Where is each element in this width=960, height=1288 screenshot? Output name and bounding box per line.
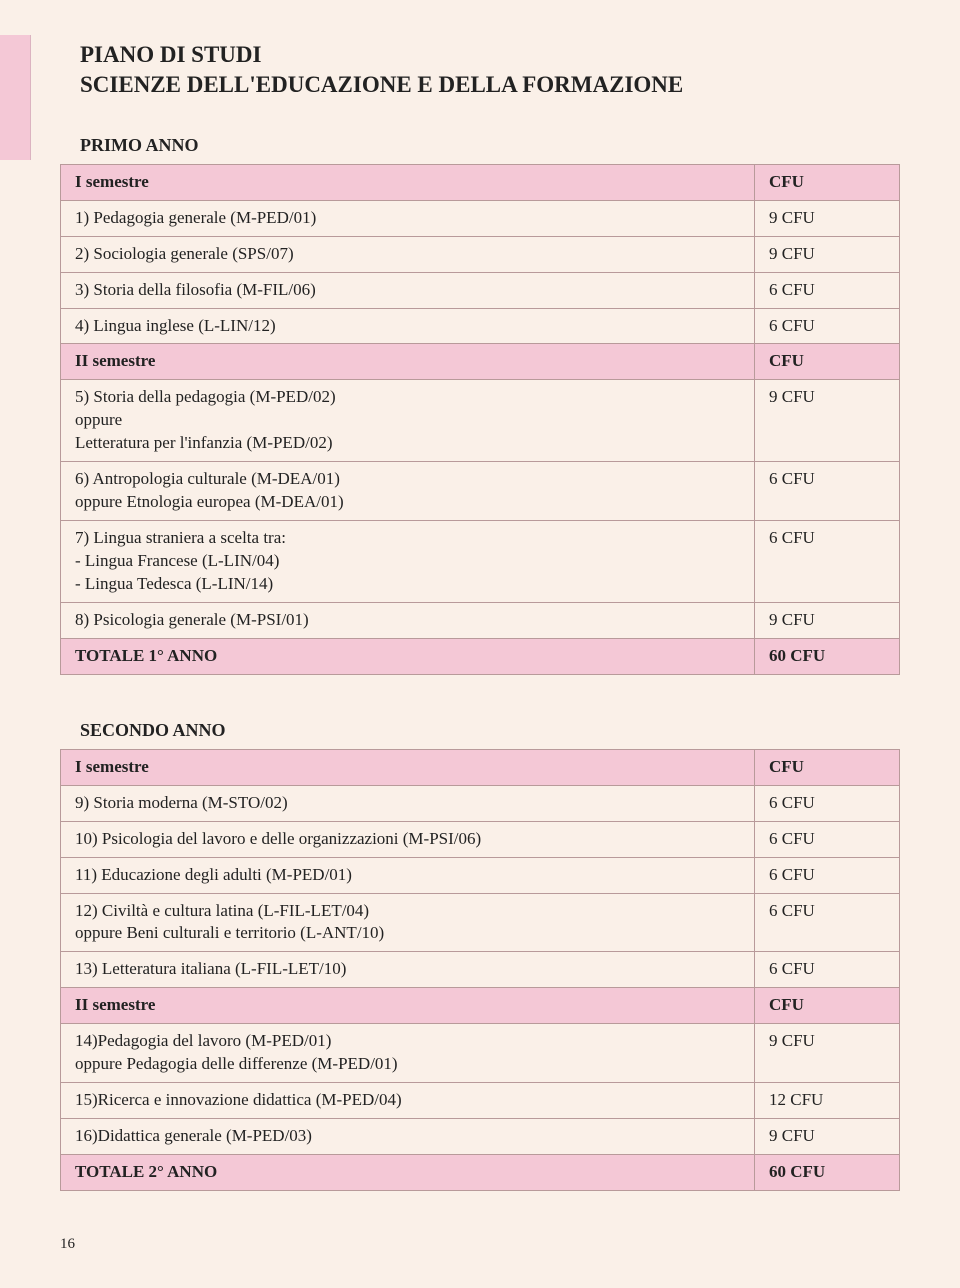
- page-title: PIANO DI STUDI SCIENZE DELL'EDUCAZIONE E…: [80, 40, 900, 100]
- course-cell: 10) Psicologia del lavoro e delle organi…: [61, 821, 755, 857]
- title-line-1: PIANO DI STUDI: [80, 42, 261, 67]
- table-row: 13) Letteratura italiana (L-FIL-LET/10)6…: [61, 952, 900, 988]
- title-line-2: SCIENZE DELL'EDUCAZIONE E DELLA FORMAZIO…: [80, 72, 683, 97]
- table-row: 9) Storia moderna (M-STO/02)6 CFU: [61, 785, 900, 821]
- table-row: 3) Storia della filosofia (M-FIL/06)6 CF…: [61, 272, 900, 308]
- sem1-cfu-header: CFU: [755, 164, 900, 200]
- course-cell: 3) Storia della filosofia (M-FIL/06): [61, 272, 755, 308]
- table-row: 16)Didattica generale (M-PED/03)9 CFU: [61, 1119, 900, 1155]
- course-cell: 7) Lingua straniera a scelta tra: - Ling…: [61, 521, 755, 603]
- table-row: 8) Psicologia generale (M-PSI/01)9 CFU: [61, 602, 900, 638]
- sem1-label: I semestre: [61, 164, 755, 200]
- course-cell: 14)Pedagogia del lavoro (M-PED/01) oppur…: [61, 1024, 755, 1083]
- cfu-cell: 9 CFU: [755, 200, 900, 236]
- course-cell: 11) Educazione degli adulti (M-PED/01): [61, 857, 755, 893]
- table-header-row: I semestre CFU: [61, 749, 900, 785]
- primo-anno-table: I semestre CFU 1) Pedagogia generale (M-…: [60, 164, 900, 675]
- primo-anno-label: PRIMO ANNO: [80, 135, 900, 156]
- table-row: 10) Psicologia del lavoro e delle organi…: [61, 821, 900, 857]
- cfu-cell: 6 CFU: [755, 521, 900, 603]
- primo-sem2-body: 5) Storia della pedagogia (M-PED/02) opp…: [61, 380, 900, 638]
- sem2-cfu-header: CFU: [755, 344, 900, 380]
- sem1-cfu-header: CFU: [755, 749, 900, 785]
- cfu-cell: 9 CFU: [755, 602, 900, 638]
- cfu-cell: 9 CFU: [755, 1119, 900, 1155]
- cfu-cell: 12 CFU: [755, 1083, 900, 1119]
- course-cell: 9) Storia moderna (M-STO/02): [61, 785, 755, 821]
- table-row: 12) Civiltà e cultura latina (L-FIL-LET/…: [61, 893, 900, 952]
- table-row: 5) Storia della pedagogia (M-PED/02) opp…: [61, 380, 900, 462]
- side-tab-decoration: [0, 35, 31, 160]
- table-row: 2) Sociologia generale (SPS/07)9 CFU: [61, 236, 900, 272]
- sem2-label: II semestre: [61, 344, 755, 380]
- secondo-sem1-body: 9) Storia moderna (M-STO/02)6 CFU10) Psi…: [61, 785, 900, 988]
- course-cell: 6) Antropologia culturale (M-DEA/01) opp…: [61, 462, 755, 521]
- cfu-cell: 6 CFU: [755, 462, 900, 521]
- sem2-cfu-header: CFU: [755, 988, 900, 1024]
- total-cfu: 60 CFU: [755, 638, 900, 674]
- total-cfu: 60 CFU: [755, 1155, 900, 1191]
- course-cell: 5) Storia della pedagogia (M-PED/02) opp…: [61, 380, 755, 462]
- course-cell: 16)Didattica generale (M-PED/03): [61, 1119, 755, 1155]
- secondo-sem2-body: 14)Pedagogia del lavoro (M-PED/01) oppur…: [61, 1024, 900, 1155]
- table-row: 7) Lingua straniera a scelta tra: - Ling…: [61, 521, 900, 603]
- course-cell: 1) Pedagogia generale (M-PED/01): [61, 200, 755, 236]
- course-cell: 4) Lingua inglese (L-LIN/12): [61, 308, 755, 344]
- table-row: 4) Lingua inglese (L-LIN/12)6 CFU: [61, 308, 900, 344]
- cfu-cell: 6 CFU: [755, 952, 900, 988]
- sem1-label: I semestre: [61, 749, 755, 785]
- course-cell: 8) Psicologia generale (M-PSI/01): [61, 602, 755, 638]
- total-row: TOTALE 2° ANNO 60 CFU: [61, 1155, 900, 1191]
- table-header-row: II semestre CFU: [61, 988, 900, 1024]
- study-plan-page: PIANO DI STUDI SCIENZE DELL'EDUCAZIONE E…: [0, 0, 960, 1273]
- course-cell: 12) Civiltà e cultura latina (L-FIL-LET/…: [61, 893, 755, 952]
- total-row: TOTALE 1° ANNO 60 CFU: [61, 638, 900, 674]
- total-label: TOTALE 2° ANNO: [61, 1155, 755, 1191]
- total-label: TOTALE 1° ANNO: [61, 638, 755, 674]
- cfu-cell: 9 CFU: [755, 380, 900, 462]
- table-row: 6) Antropologia culturale (M-DEA/01) opp…: [61, 462, 900, 521]
- page-number: 16: [60, 1236, 900, 1253]
- secondo-anno-label: SECONDO ANNO: [80, 720, 900, 741]
- table-header-row: I semestre CFU: [61, 164, 900, 200]
- cfu-cell: 9 CFU: [755, 1024, 900, 1083]
- cfu-cell: 6 CFU: [755, 272, 900, 308]
- table-row: 11) Educazione degli adulti (M-PED/01)6 …: [61, 857, 900, 893]
- table-header-row: II semestre CFU: [61, 344, 900, 380]
- sem2-label: II semestre: [61, 988, 755, 1024]
- cfu-cell: 6 CFU: [755, 785, 900, 821]
- course-cell: 15)Ricerca e innovazione didattica (M-PE…: [61, 1083, 755, 1119]
- table-row: 1) Pedagogia generale (M-PED/01)9 CFU: [61, 200, 900, 236]
- primo-sem1-body: 1) Pedagogia generale (M-PED/01)9 CFU2) …: [61, 200, 900, 344]
- secondo-anno-table: I semestre CFU 9) Storia moderna (M-STO/…: [60, 749, 900, 1191]
- course-cell: 2) Sociologia generale (SPS/07): [61, 236, 755, 272]
- cfu-cell: 6 CFU: [755, 821, 900, 857]
- cfu-cell: 9 CFU: [755, 236, 900, 272]
- table-row: 15)Ricerca e innovazione didattica (M-PE…: [61, 1083, 900, 1119]
- cfu-cell: 6 CFU: [755, 308, 900, 344]
- table-row: 14)Pedagogia del lavoro (M-PED/01) oppur…: [61, 1024, 900, 1083]
- cfu-cell: 6 CFU: [755, 857, 900, 893]
- course-cell: 13) Letteratura italiana (L-FIL-LET/10): [61, 952, 755, 988]
- cfu-cell: 6 CFU: [755, 893, 900, 952]
